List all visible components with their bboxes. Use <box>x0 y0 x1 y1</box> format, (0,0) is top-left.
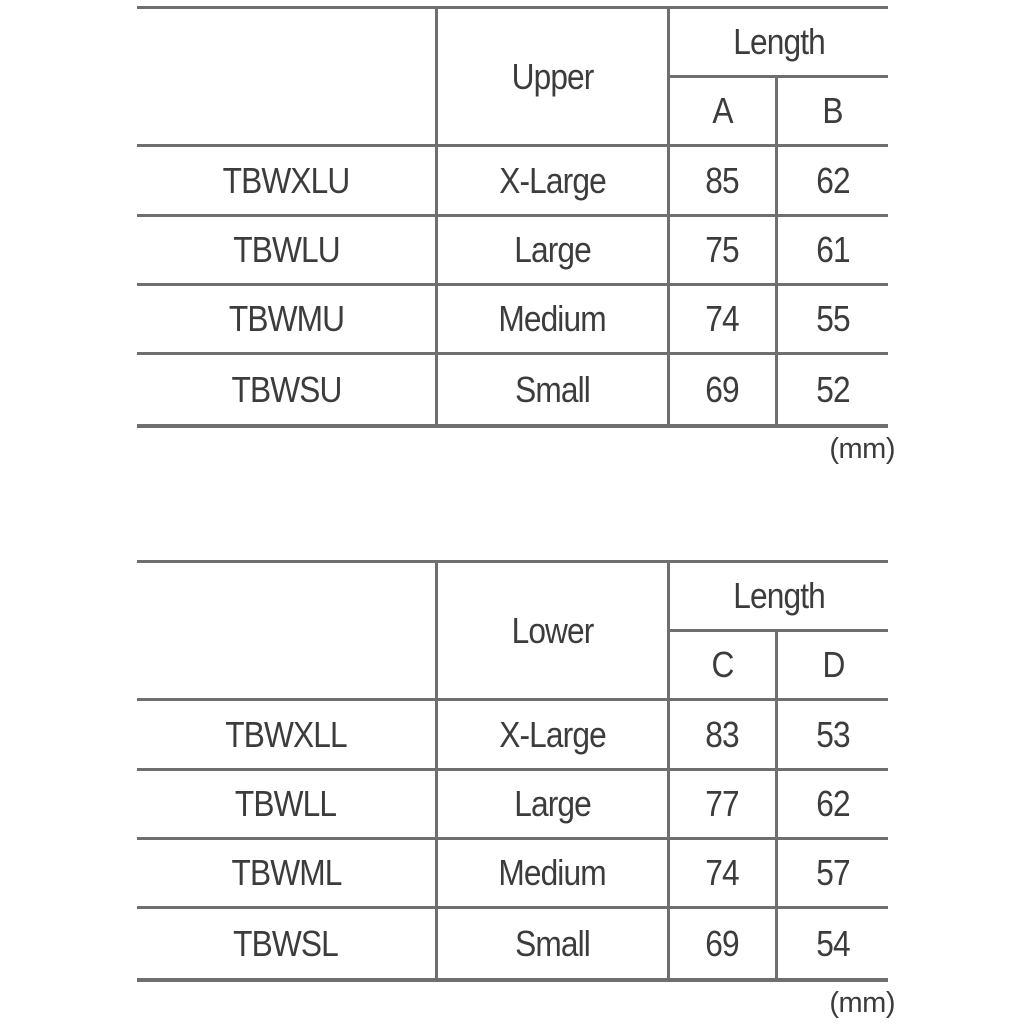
value-a-cell: 75 <box>670 217 778 286</box>
model-code-cell: TBWXLL <box>137 701 438 771</box>
upper-group-label: Upper <box>511 55 595 97</box>
model-code-cell: TBWXLU <box>137 147 438 217</box>
model-code-cell: TBWMU <box>137 286 438 355</box>
model-code-cell: TBWLL <box>137 771 438 840</box>
lower-blank-header-cell <box>137 563 438 701</box>
size-cell: X-Large <box>438 701 670 771</box>
upper-size-table: Upper Length A B TBWXLU X-Large 85 62 TB… <box>137 6 888 428</box>
upper-col-a-header-cell: A <box>670 78 778 147</box>
upper-length-label: Length <box>733 21 825 62</box>
upper-group-header-cell: Upper <box>438 9 670 147</box>
model-code-cell: TBWML <box>137 840 438 909</box>
value-b-cell: 55 <box>778 286 888 355</box>
value-b-cell: 52 <box>816 368 850 410</box>
value-c-cell: 77 <box>670 771 778 840</box>
lower-length-header-cell: Length <box>670 563 888 632</box>
value-d-cell: 53 <box>778 701 888 771</box>
value-c-cell: 74 <box>670 840 778 909</box>
model-code-cell: TBWSU <box>137 355 438 424</box>
value-a-cell: 74 <box>670 286 778 355</box>
value-a-cell: 85 <box>670 147 778 217</box>
value-a-cell: 69 <box>670 355 778 424</box>
size-cell: X-Large <box>438 147 670 217</box>
lower-col-d-label: D <box>822 644 845 685</box>
size-cell: Large <box>438 771 670 840</box>
size-cell: Large <box>438 217 670 286</box>
upper-blank-header-cell <box>137 9 438 147</box>
size-cell: Medium <box>438 286 670 355</box>
upper-length-header-cell: Length <box>670 9 888 78</box>
model-code-cell: TBWLU <box>137 217 438 286</box>
lower-col-c-label: C <box>711 644 735 685</box>
lower-group-label: Lower <box>511 609 595 651</box>
model-code-cell: TBWSL <box>137 909 438 978</box>
value-d-cell: 54 <box>816 922 850 964</box>
upper-col-b-header-cell: B <box>778 78 888 147</box>
lower-unit-note: (mm) <box>829 987 895 1019</box>
upper-unit-note: (mm) <box>829 433 895 465</box>
value-d-cell: 57 <box>778 840 888 909</box>
value-b-cell: 61 <box>778 217 888 286</box>
lower-length-label: Length <box>733 575 825 616</box>
size-cell: Small <box>438 909 670 978</box>
value-c-cell: 69 <box>670 909 778 978</box>
upper-col-a-label: A <box>712 90 733 131</box>
size-cell: Small <box>438 355 670 424</box>
lower-size-table: Lower Length C D TBWXLL X-Large 83 53 TB… <box>137 560 888 982</box>
value-c-cell: 83 <box>670 701 778 771</box>
lower-col-c-header-cell: C <box>670 632 778 701</box>
value-d-cell: 62 <box>778 771 888 840</box>
upper-col-b-label: B <box>822 90 844 131</box>
size-cell: Medium <box>438 840 670 909</box>
lower-col-d-header-cell: D <box>778 632 888 701</box>
value-b-cell: 62 <box>778 147 888 217</box>
lower-group-header-cell: Lower <box>438 563 670 701</box>
